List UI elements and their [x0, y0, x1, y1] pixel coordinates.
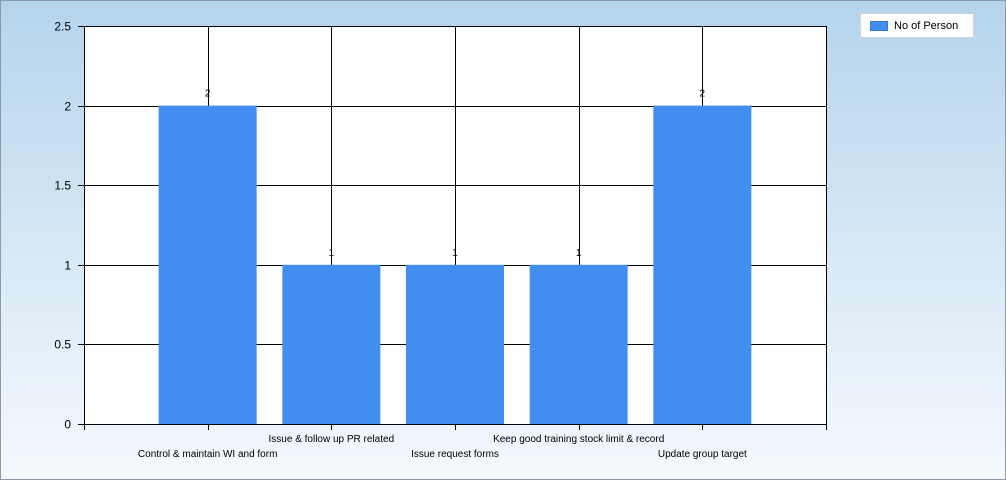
data-label: 2: [205, 89, 211, 100]
x-category-label: Keep good training stock limit & record: [493, 434, 664, 445]
bars: [158, 105, 752, 424]
y-tick-label: 2: [64, 100, 71, 114]
x-category-label: Update group target: [658, 449, 747, 460]
bar: [282, 264, 381, 424]
legend-swatch: [870, 20, 888, 31]
data-label: 2: [700, 89, 706, 100]
legend-label: No of Person: [894, 19, 959, 32]
x-category-label: Issue & follow up PR related: [269, 434, 395, 445]
data-label: 1: [329, 248, 335, 259]
y-tick-label: 1.5: [54, 179, 71, 193]
y-tick-label: 0: [64, 418, 71, 432]
y-tick-label: 1: [64, 259, 71, 273]
data-label: 1: [452, 248, 458, 259]
bar: [653, 105, 752, 424]
bar: [158, 105, 257, 424]
plot-border: [84, 26, 827, 425]
x-category-label: Control & maintain WI and form: [138, 449, 278, 460]
x-category-label: Issue request forms: [411, 449, 499, 460]
y-tick-label: 0.5: [54, 338, 71, 352]
y-tick-label: 2.5: [54, 20, 71, 34]
data-label: 1: [576, 248, 582, 259]
legend: No of Person: [860, 13, 974, 38]
bar: [406, 264, 504, 424]
bar: [529, 264, 628, 424]
axes: [78, 26, 827, 430]
labels: 0 0.5 1 1.5 2 2.5 2 1 1 1 2 Control & maintain WI a…: [54, 20, 747, 461]
